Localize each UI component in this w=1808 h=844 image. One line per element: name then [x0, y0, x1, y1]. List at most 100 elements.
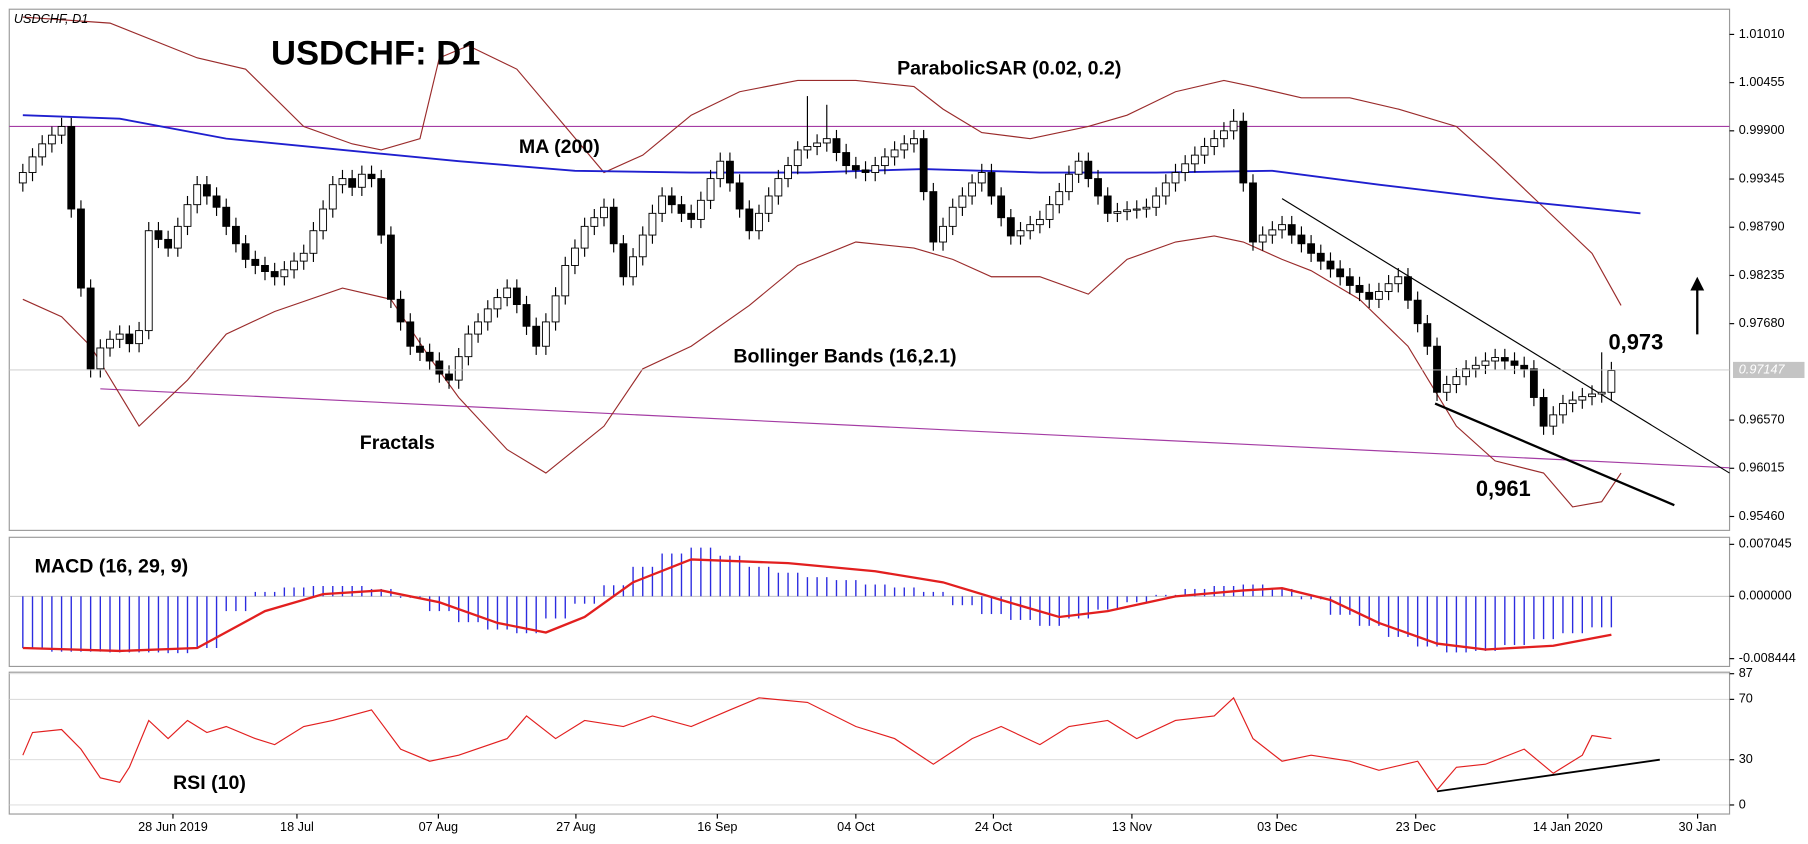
- trend-arrow: [1690, 276, 1705, 335]
- y-tick-label: 87: [1739, 666, 1753, 680]
- candle-body: [454, 356, 463, 381]
- last-price-box: [1733, 361, 1805, 379]
- candle-body: [1433, 345, 1441, 393]
- macd-label: MACD (16, 29, 9): [35, 555, 189, 577]
- candle-body: [1113, 211, 1122, 214]
- candle-body: [1074, 160, 1083, 175]
- candle-body: [1413, 299, 1422, 325]
- candle-body: [871, 165, 880, 173]
- candle-body: [541, 321, 550, 347]
- candle-body: [232, 225, 240, 245]
- candle-body: [1220, 130, 1228, 140]
- candle-body: [939, 225, 947, 243]
- candle-body: [1365, 291, 1374, 300]
- candle-body: [1500, 357, 1509, 362]
- candle-body: [357, 173, 366, 188]
- x-tick-label: 23 Dec: [1396, 820, 1436, 834]
- chart-subtitle: USDCHF, D1: [14, 12, 88, 26]
- candle-body: [861, 169, 870, 173]
- plot-layer: 1.01010 1.00455 0.99900 0.99345 0.98790 0.982…: [9, 16, 1805, 834]
- candle-body: [832, 138, 841, 154]
- candle-body: [1374, 291, 1383, 300]
- candle-body: [919, 138, 928, 193]
- candle-body: [1539, 397, 1548, 427]
- candle-body: [512, 287, 521, 306]
- candle-body: [890, 149, 899, 158]
- candle-body: [561, 264, 570, 297]
- candle-body: [183, 204, 192, 227]
- rsi-label: RSI (10): [173, 772, 246, 794]
- candle-body: [880, 156, 889, 167]
- y-tick-label: 0.96570: [1739, 412, 1785, 426]
- candle-body: [28, 156, 37, 173]
- sar-label: ParabolicSAR (0.02, 0.2): [897, 57, 1121, 79]
- candle-body: [416, 345, 424, 353]
- candle-body: [1452, 376, 1461, 385]
- candle-body: [1006, 217, 1015, 237]
- candle-body: [1171, 172, 1180, 184]
- y-tick-label: 1.01010: [1739, 27, 1785, 41]
- candle-body: [1123, 209, 1131, 213]
- level-label: 0,961: [1476, 476, 1531, 501]
- y-tick-label: 0.98790: [1739, 220, 1785, 234]
- candle-body: [1055, 191, 1064, 206]
- candle-body: [493, 297, 502, 310]
- candle-body: [309, 230, 318, 254]
- candle-body: [1462, 368, 1471, 378]
- candle-body: [474, 321, 483, 335]
- candle-body: [406, 321, 415, 347]
- candle-body: [464, 333, 473, 358]
- candle-body: [1287, 224, 1296, 236]
- bollinger-lower: [22, 235, 1622, 508]
- candle-body: [96, 347, 105, 370]
- candle-body: [328, 184, 337, 210]
- candle-body: [929, 191, 938, 243]
- candle-body: [997, 195, 1006, 219]
- candle-body: [1607, 370, 1616, 393]
- candle-body: [144, 230, 153, 332]
- candle-body: [1442, 383, 1451, 393]
- candle-body: [1239, 120, 1248, 184]
- macd-signal: [22, 558, 1612, 653]
- candle-body: [696, 199, 705, 220]
- candle-body: [299, 252, 308, 262]
- candle-body: [1529, 368, 1538, 398]
- candle-body: [1210, 138, 1219, 147]
- candle-body: [667, 195, 676, 206]
- candle-body: [571, 247, 579, 266]
- candle-body: [803, 146, 812, 151]
- candle-body: [212, 195, 221, 208]
- candle-body: [522, 304, 531, 327]
- candle-body: [1065, 173, 1073, 193]
- candle-body: [164, 238, 173, 249]
- candle-body: [745, 208, 754, 232]
- candle-body: [1481, 360, 1490, 366]
- candle-body: [270, 271, 279, 278]
- y-tick-label: 0.000000: [1739, 589, 1792, 603]
- candle-body: [1307, 243, 1316, 254]
- level-label: 0,973: [1608, 329, 1663, 354]
- candle-body: [154, 230, 163, 240]
- candle-body: [677, 204, 686, 214]
- candle-body: [1578, 396, 1587, 401]
- candle-body: [425, 351, 434, 362]
- last-price-label: 0.97147: [1739, 362, 1786, 376]
- trend-line: [1434, 402, 1675, 507]
- candle-body: [977, 172, 986, 184]
- candle-body: [968, 182, 977, 197]
- candle-body: [851, 165, 860, 171]
- y-tick-label: 0.99345: [1739, 171, 1785, 185]
- bollinger-label: Bollinger Bands (16,2.1): [733, 346, 956, 368]
- candle-body: [706, 178, 715, 201]
- candle-body: [1355, 284, 1364, 293]
- candle-body: [1200, 146, 1209, 156]
- candle-body: [910, 138, 918, 145]
- candle-body: [580, 225, 589, 249]
- x-tick-label: 04 Oct: [837, 820, 875, 834]
- candle-body: [67, 126, 76, 210]
- candle-body: [173, 225, 182, 249]
- candle-body: [367, 173, 376, 180]
- candle-body: [1190, 154, 1199, 165]
- candle-body: [1510, 360, 1519, 366]
